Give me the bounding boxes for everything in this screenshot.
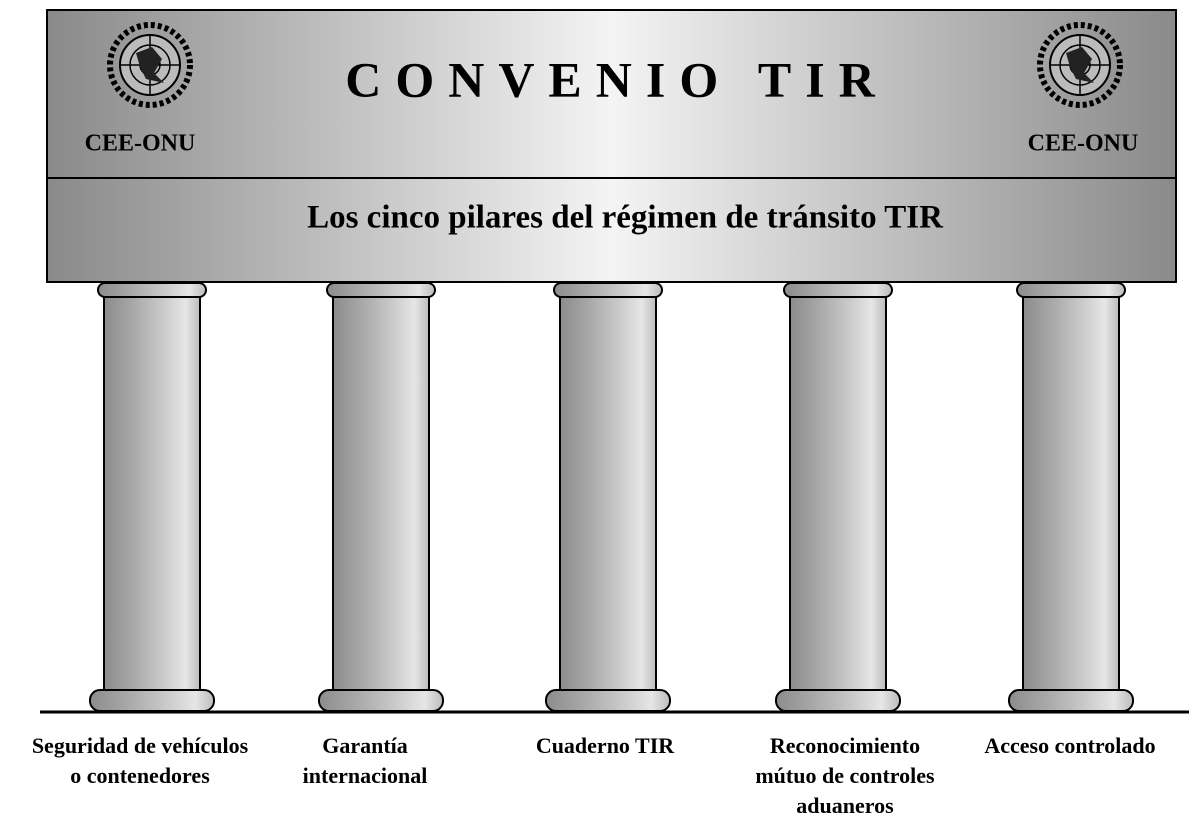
logo-label: CEE-ONU xyxy=(85,131,196,157)
logo-label: CEE-ONU xyxy=(1028,131,1139,157)
pillar-capital xyxy=(1017,283,1125,297)
pillar-capital xyxy=(98,283,206,297)
pillar-base xyxy=(90,690,214,711)
un-emblem xyxy=(1040,25,1120,105)
pillar-label: o contenedores xyxy=(70,763,210,788)
pillar-capital xyxy=(327,283,435,297)
pillar-label: Acceso controlado xyxy=(984,733,1155,758)
pillar-capital xyxy=(784,283,892,297)
pillar-base xyxy=(319,690,443,711)
pillar-label: Cuaderno TIR xyxy=(536,733,675,758)
pillar-base xyxy=(1009,690,1133,711)
diagram: CEE-ONU CEE-ONU CONVENIO TIR Los cinco p… xyxy=(0,0,1189,814)
pillars xyxy=(90,283,1133,711)
pillar-shaft xyxy=(560,296,656,691)
pillar-label: aduaneros xyxy=(796,793,894,814)
pillar-shaft xyxy=(104,296,200,691)
title: CONVENIO TIR xyxy=(345,51,889,107)
pillar-label: mútuo de controles xyxy=(755,763,935,788)
pillar-label: Reconocimiento xyxy=(770,733,920,758)
un-emblem xyxy=(110,25,190,105)
subtitle: Los cinco pilares del régimen de tránsit… xyxy=(307,200,944,236)
pillar-shaft xyxy=(333,296,429,691)
pillar-label: Garantía xyxy=(322,733,408,758)
pillar-label: Seguridad de vehículos xyxy=(32,733,249,758)
pillar-label: internacional xyxy=(303,763,428,788)
pillar-shaft xyxy=(1023,296,1119,691)
pillar-capital xyxy=(554,283,662,297)
pillar-shaft xyxy=(790,296,886,691)
pillar-base xyxy=(546,690,670,711)
pillar-base xyxy=(776,690,900,711)
